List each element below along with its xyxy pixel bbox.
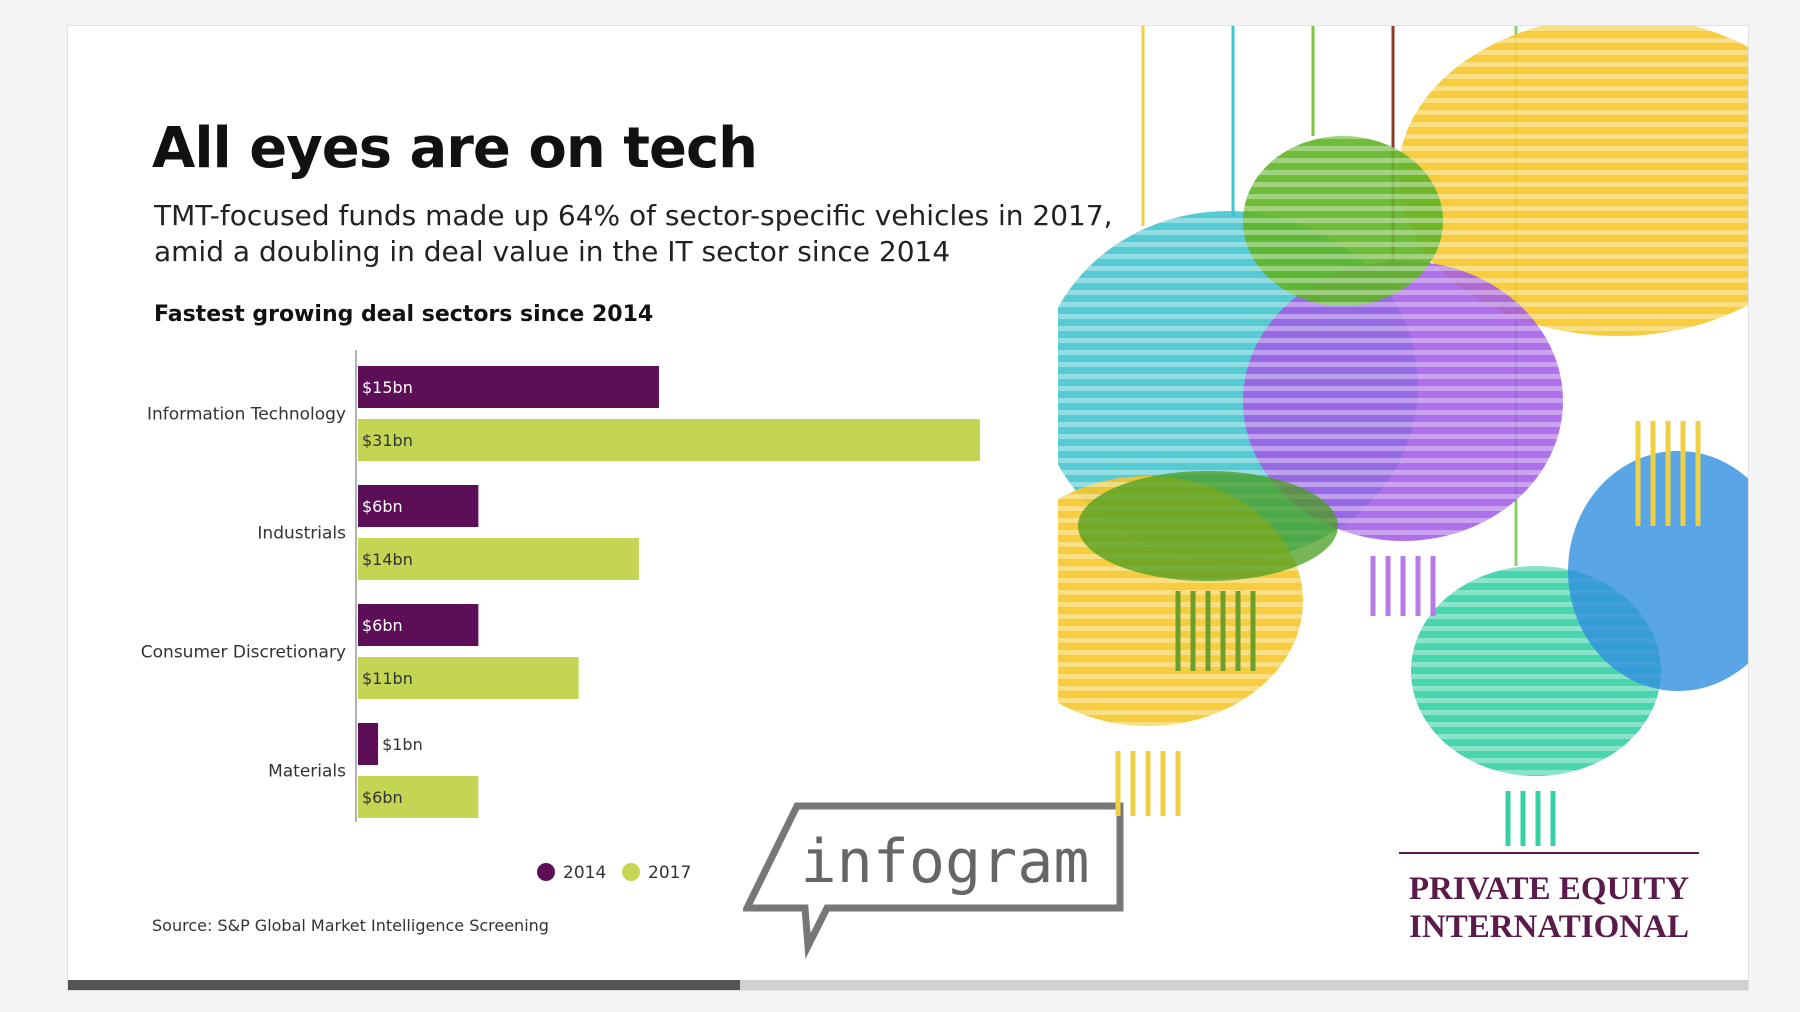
lanterns-illustration: [1058, 26, 1748, 846]
legend-swatch-2014: [537, 863, 555, 881]
category-label: Information Technology: [147, 405, 346, 425]
data-label: $6bn: [362, 788, 403, 807]
chart-title: Fastest growing deal sectors since 2014: [154, 302, 654, 327]
bar-2014: [358, 604, 479, 646]
progress-bar: [68, 980, 1748, 990]
bar-2014: [358, 366, 659, 408]
bar-2017: [358, 657, 579, 699]
page-title: All eyes are on tech: [152, 116, 758, 181]
bar-2014: [358, 485, 479, 527]
brand-line-2: INTERNATIONAL: [1409, 909, 1689, 945]
category-label: Consumer Discretionary: [141, 643, 346, 663]
category-label: Industrials: [257, 524, 346, 544]
bar-2014: [358, 723, 379, 765]
progress-fill: [68, 980, 740, 990]
data-label: $31bn: [362, 431, 413, 450]
legend-label: 2017: [648, 863, 691, 883]
data-label: $11bn: [362, 669, 413, 688]
data-label: $1bn: [382, 735, 423, 754]
data-label: $15bn: [362, 378, 413, 397]
infographic-card: All eyes are on tech TMT-focused funds m…: [67, 25, 1749, 991]
source-note: Source: S&P Global Market Intelligence S…: [152, 916, 549, 935]
pei-logo: PRIVATE EQUITY INTERNATIONAL: [1399, 852, 1699, 946]
brand-line-1: PRIVATE EQUITY: [1408, 871, 1690, 907]
legend-swatch-2017: [622, 863, 640, 881]
infogram-text: infogram: [801, 827, 1090, 897]
category-label: Materials: [268, 762, 346, 782]
bar-2017: [358, 419, 980, 461]
data-label: $14bn: [362, 550, 413, 569]
legend-label: 2014: [563, 863, 606, 883]
data-label: $6bn: [362, 497, 403, 516]
bar-2017: [358, 776, 479, 818]
data-label: $6bn: [362, 616, 403, 635]
infogram-logo: infogram: [743, 802, 1124, 959]
bar-chart: Information Technology $15bn $31bn Industri…: [141, 350, 980, 883]
bar-2017: [358, 538, 639, 580]
page-subtitle: TMT-focused funds made up 64% of sector-…: [154, 199, 1113, 268]
